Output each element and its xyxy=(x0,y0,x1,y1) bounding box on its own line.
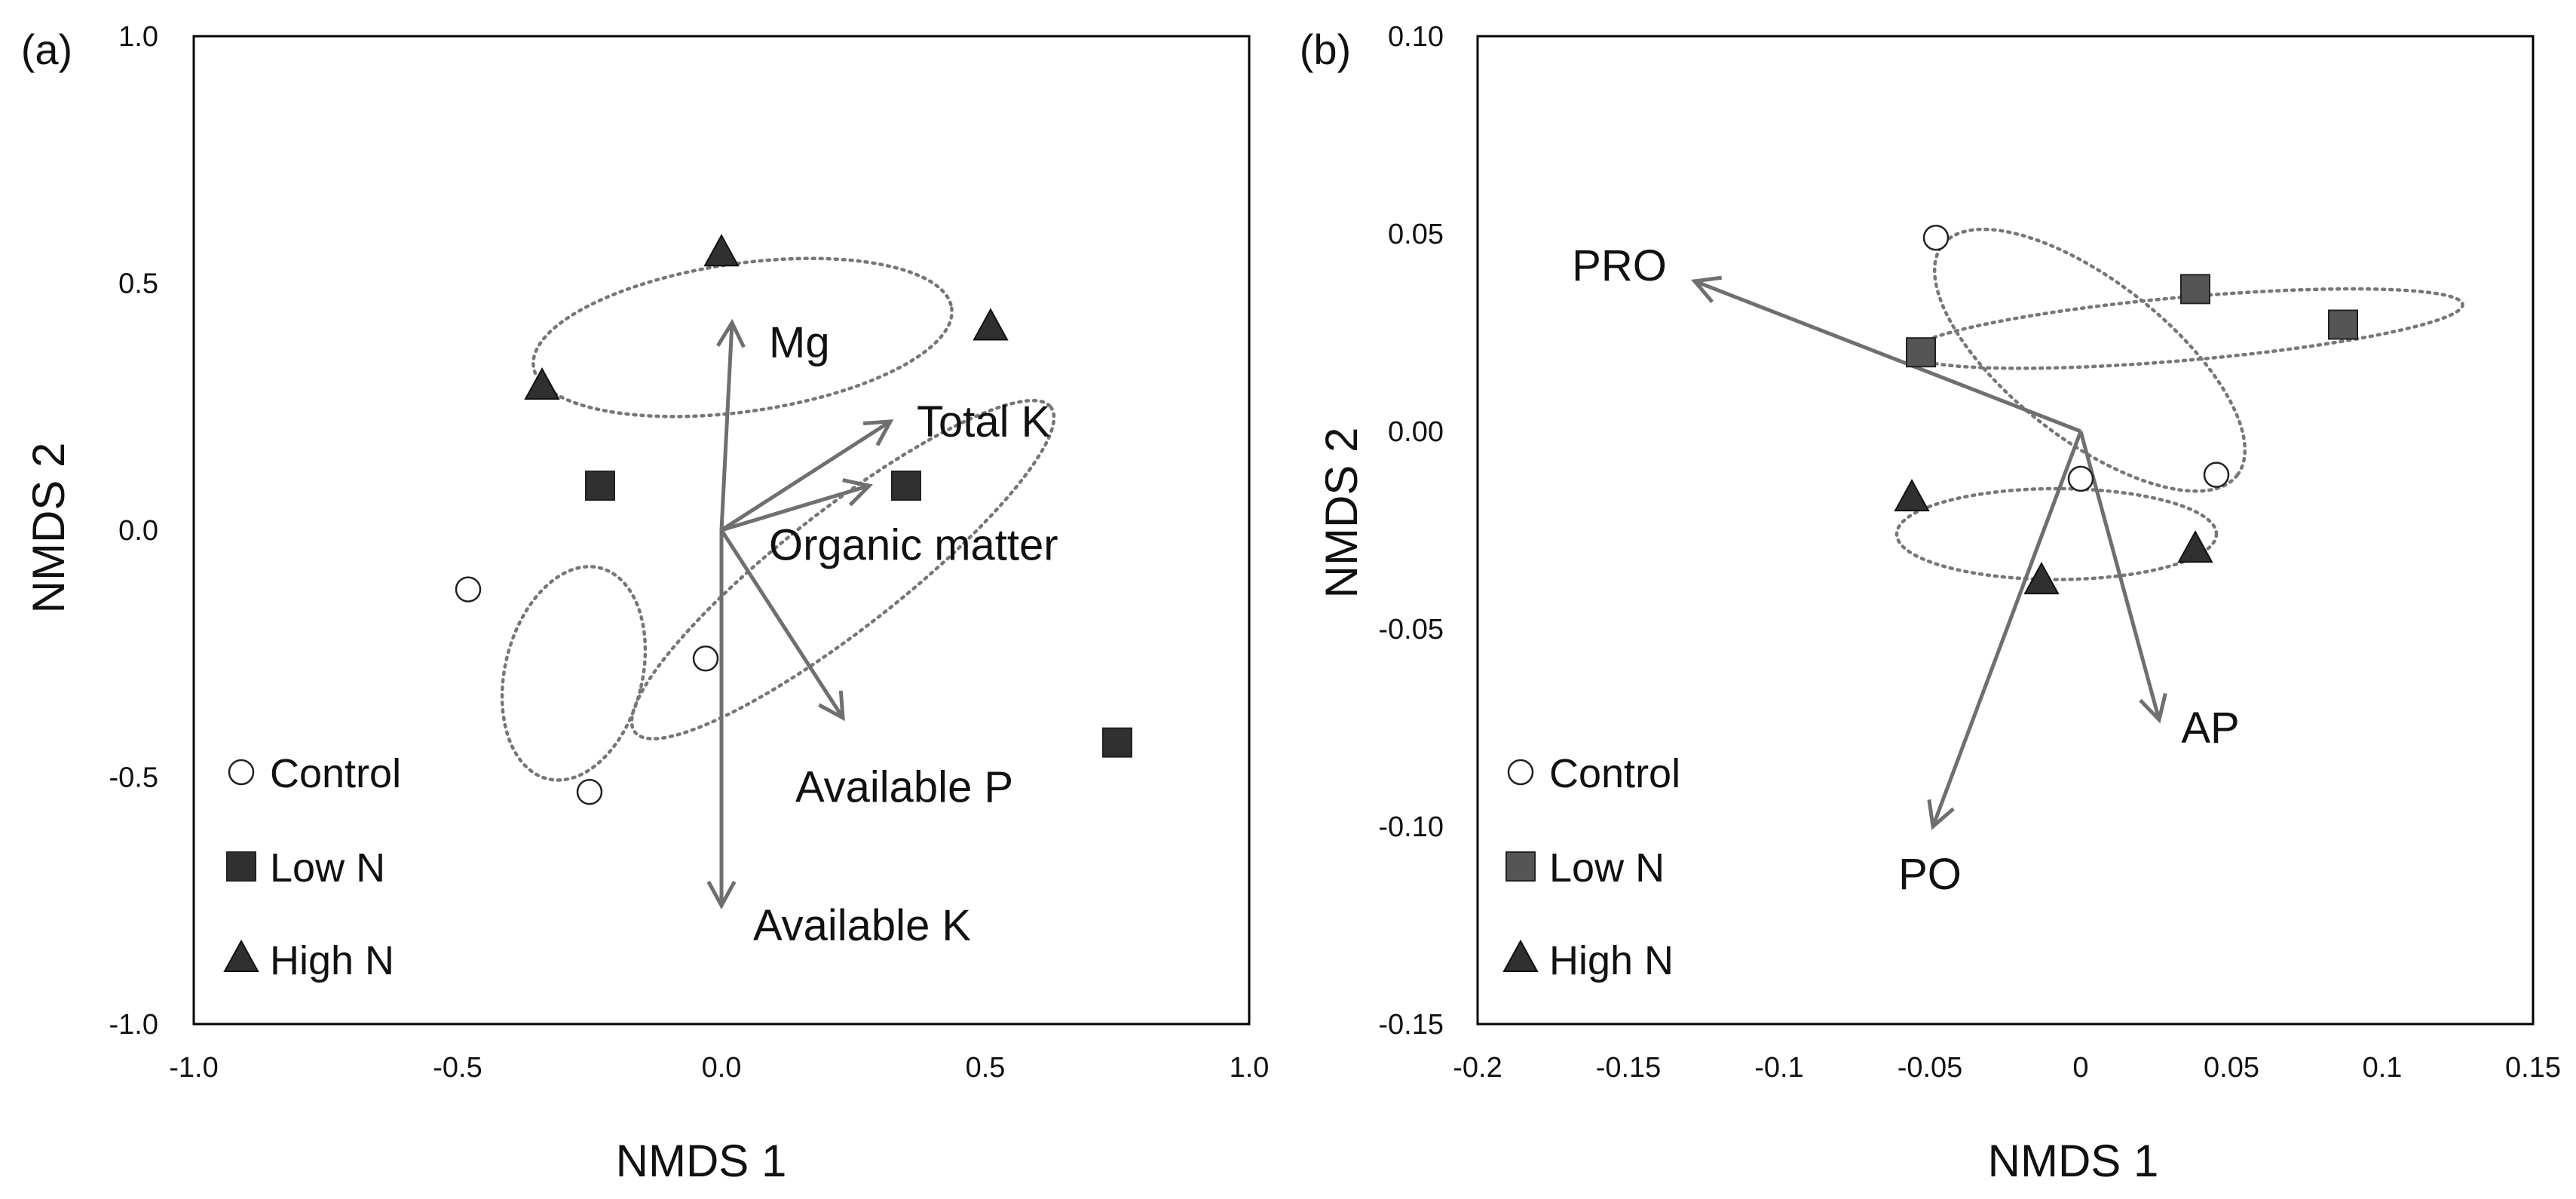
panel-a-legend-label-control: Control xyxy=(270,751,401,796)
panel-a-arrow-label-available-p: Available P xyxy=(795,763,1013,812)
panel-a: (a) NMDS 1 NMDS 2 -1.0 -0.5 0.0 0.5 1.0 -1.0 -… xyxy=(21,21,1270,1186)
panel-a-plot-frame xyxy=(192,35,1251,1026)
panel-a-point-low-n xyxy=(1102,727,1132,758)
panel-b-x-tick-label: -0.2 xyxy=(1453,1052,1502,1084)
panel-a-y-tick-label: 0.0 xyxy=(118,515,158,547)
panel-b-y-tick-label: -0.10 xyxy=(1378,811,1444,843)
panel-b-legend-marker-control xyxy=(1507,759,1534,786)
panel-a-x-tick-label: 0.0 xyxy=(702,1052,742,1084)
panel-b-arrow-label-ap: AP xyxy=(2181,704,2239,753)
panel-b-legend-marker-high-n xyxy=(1502,939,1539,972)
panel-a-point-control xyxy=(692,645,719,672)
panel-a-point-low-n xyxy=(891,471,921,501)
panel-a-arrowhead-available-k xyxy=(706,881,737,910)
panel-a-ellipse-control xyxy=(500,565,648,782)
panel-a-y-tick-label: -0.5 xyxy=(109,762,158,794)
panel-a-ellipse-high-n xyxy=(531,256,954,419)
panel-a-arrow-organic-matter xyxy=(721,483,870,532)
panel-b-arrowhead-ap xyxy=(2139,692,2167,724)
panel-a-arrowhead-total-k xyxy=(862,419,894,446)
panel-a-arrow-available-p xyxy=(719,529,845,719)
panel-a-arrow-mg xyxy=(719,322,734,531)
panel-b-point-high-n xyxy=(2177,530,2213,563)
panel-b-y-tick-label: -0.15 xyxy=(1378,1009,1444,1041)
panel-b-x-axis-label: NMDS 1 xyxy=(1988,1136,2159,1186)
panel-a-arrowhead-mg xyxy=(716,318,746,348)
panel-b-arrow-label-po: PO xyxy=(1898,850,1962,899)
panel-a-x-tick-label: -1.0 xyxy=(169,1052,218,1084)
panel-b-x-tick-label: -0.05 xyxy=(1898,1052,1963,1084)
panel-a-y-tick-label: 1.0 xyxy=(118,21,158,53)
panel-a-arrow-total-k xyxy=(720,419,892,532)
panel-b-x-tick-label: 0.1 xyxy=(2363,1052,2403,1084)
panel-a-point-high-n xyxy=(703,234,740,267)
panel-b-point-low-n xyxy=(2328,309,2358,340)
panel-b-legend-marker-low-n xyxy=(1505,851,1536,882)
panel-b-legend-label-control: Control xyxy=(1549,751,1680,796)
panel-a-y-tick-label: 0.5 xyxy=(118,268,158,300)
panel-b-label: (b) xyxy=(1300,26,1351,73)
panel-b-plot-frame xyxy=(1476,35,2535,1026)
panel-b-legend-label-high-n: High N xyxy=(1549,938,1674,983)
panel-b-x-tick-label: 0.15 xyxy=(2505,1052,2561,1084)
panel-b: (b) NMDS 1 NMDS 2 -0.2 -0.15 -0.1 -0.05 0 0.0… xyxy=(1300,21,2561,1186)
panel-a-x-tick-label: 1.0 xyxy=(1230,1052,1270,1084)
panel-b-point-control xyxy=(1922,224,1950,251)
panel-a-x-tick-label: 0.5 xyxy=(966,1052,1006,1084)
panel-b-y-tick-label: 0.10 xyxy=(1388,21,1444,53)
panel-a-x-axis-label: NMDS 1 xyxy=(616,1136,787,1186)
panel-a-y-axis-label: NMDS 2 xyxy=(23,443,74,614)
panel-b-arrowhead-po xyxy=(1927,799,1955,830)
panel-a-legend-label-low-n: Low N xyxy=(270,845,385,891)
panel-a-legend-marker-control xyxy=(228,759,255,786)
panel-b-x-tick-label: 0 xyxy=(2072,1052,2088,1084)
panel-b-x-tick-label: -0.1 xyxy=(1754,1052,1803,1084)
panel-a-arrow-label-total-k: Total K xyxy=(917,397,1051,446)
panel-a-ellipse-low-n xyxy=(629,398,1056,741)
panel-b-y-tick-label: 0.00 xyxy=(1388,416,1444,448)
panel-a-point-control xyxy=(576,778,603,805)
panel-b-point-high-n xyxy=(1894,479,1930,512)
panel-b-y-tick-label: -0.05 xyxy=(1378,614,1444,645)
panel-b-x-tick-label: 0.05 xyxy=(2204,1052,2259,1084)
panel-b-point-control xyxy=(2203,462,2230,488)
panel-b-y-axis-label: NMDS 2 xyxy=(1316,428,1367,599)
panel-b-y-tick-label: 0.05 xyxy=(1388,219,1444,250)
panel-b-point-high-n xyxy=(2023,562,2060,595)
panel-b-point-low-n xyxy=(2180,274,2210,305)
panel-b-arrow-label-pro: PRO xyxy=(1572,241,1667,290)
panel-a-legend-marker-high-n xyxy=(223,939,259,972)
panel-b-legend-label-low-n: Low N xyxy=(1549,845,1665,891)
panel-a-legend-label-high-n: High N xyxy=(270,938,394,983)
panel-a-legend-marker-low-n xyxy=(226,851,256,882)
panel-a-arrowhead-organic-matter xyxy=(842,478,873,507)
panel-b-x-tick-label: -0.15 xyxy=(1596,1052,1662,1084)
panel-b-arrow-po xyxy=(1931,431,2083,827)
panel-b-arrowhead-pro xyxy=(1691,275,1723,304)
panel-b-ellipse-control xyxy=(1932,227,2247,493)
panel-b-arrow-ap xyxy=(2078,431,2161,721)
panel-a-point-control xyxy=(455,576,482,603)
panel-a-y-tick-label: -1.0 xyxy=(109,1009,158,1041)
panel-a-x-tick-label: -0.5 xyxy=(433,1052,482,1084)
panel-b-point-control xyxy=(2067,465,2094,492)
panel-a-arrowhead-available-p xyxy=(818,690,845,722)
panel-a-arrow-label-mg: Mg xyxy=(769,318,830,367)
panel-a-point-low-n xyxy=(585,471,615,501)
panel-b-ellipse-high-n xyxy=(1894,486,2219,581)
panel-b-point-low-n xyxy=(1906,337,1936,368)
panel-b-arrow-pro xyxy=(1694,279,2081,434)
panel-a-arrow-label-organic-matter: Organic matter xyxy=(769,521,1058,570)
panel-a-point-high-n xyxy=(524,366,560,400)
panel-a-label: (a) xyxy=(21,26,72,73)
panel-a-point-high-n xyxy=(973,308,1009,341)
panel-a-arrow-label-available-k: Available K xyxy=(753,901,971,950)
